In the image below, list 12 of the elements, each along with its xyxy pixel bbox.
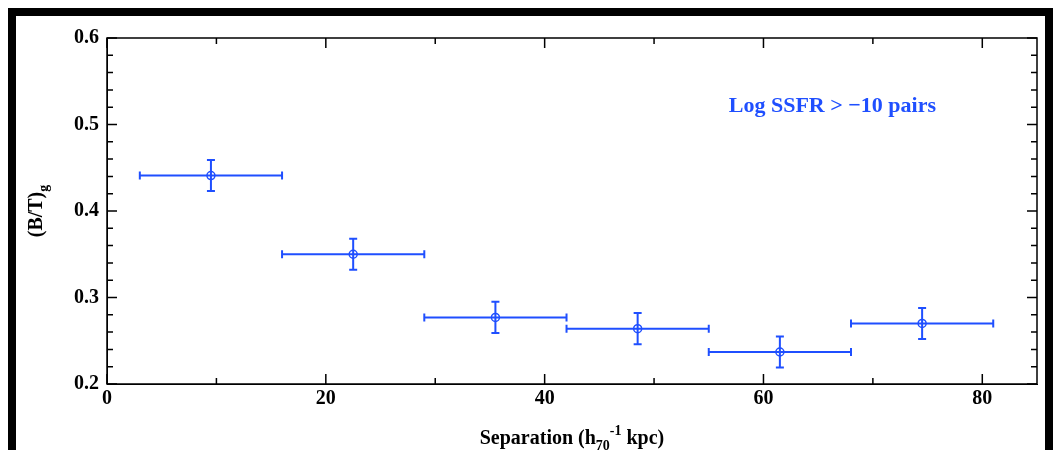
y-tick-label: 0.3 — [74, 284, 99, 307]
y-tick-label: 0.6 — [74, 25, 99, 48]
annotation: Log SSFR > −10 pairs — [728, 91, 937, 117]
x-tick-label: 0 — [102, 386, 112, 409]
y-tick-label: 0.5 — [74, 111, 99, 134]
y-tick-label: 0.2 — [74, 371, 99, 394]
x-tick-label: 60 — [753, 386, 774, 409]
y-tick-label: 0.4 — [74, 198, 99, 221]
x-tick-label: 20 — [315, 386, 336, 409]
x-tick-label: 40 — [534, 386, 555, 409]
y-axis-title: (B/T)g — [24, 184, 51, 238]
x-tick-label: 80 — [972, 386, 993, 409]
